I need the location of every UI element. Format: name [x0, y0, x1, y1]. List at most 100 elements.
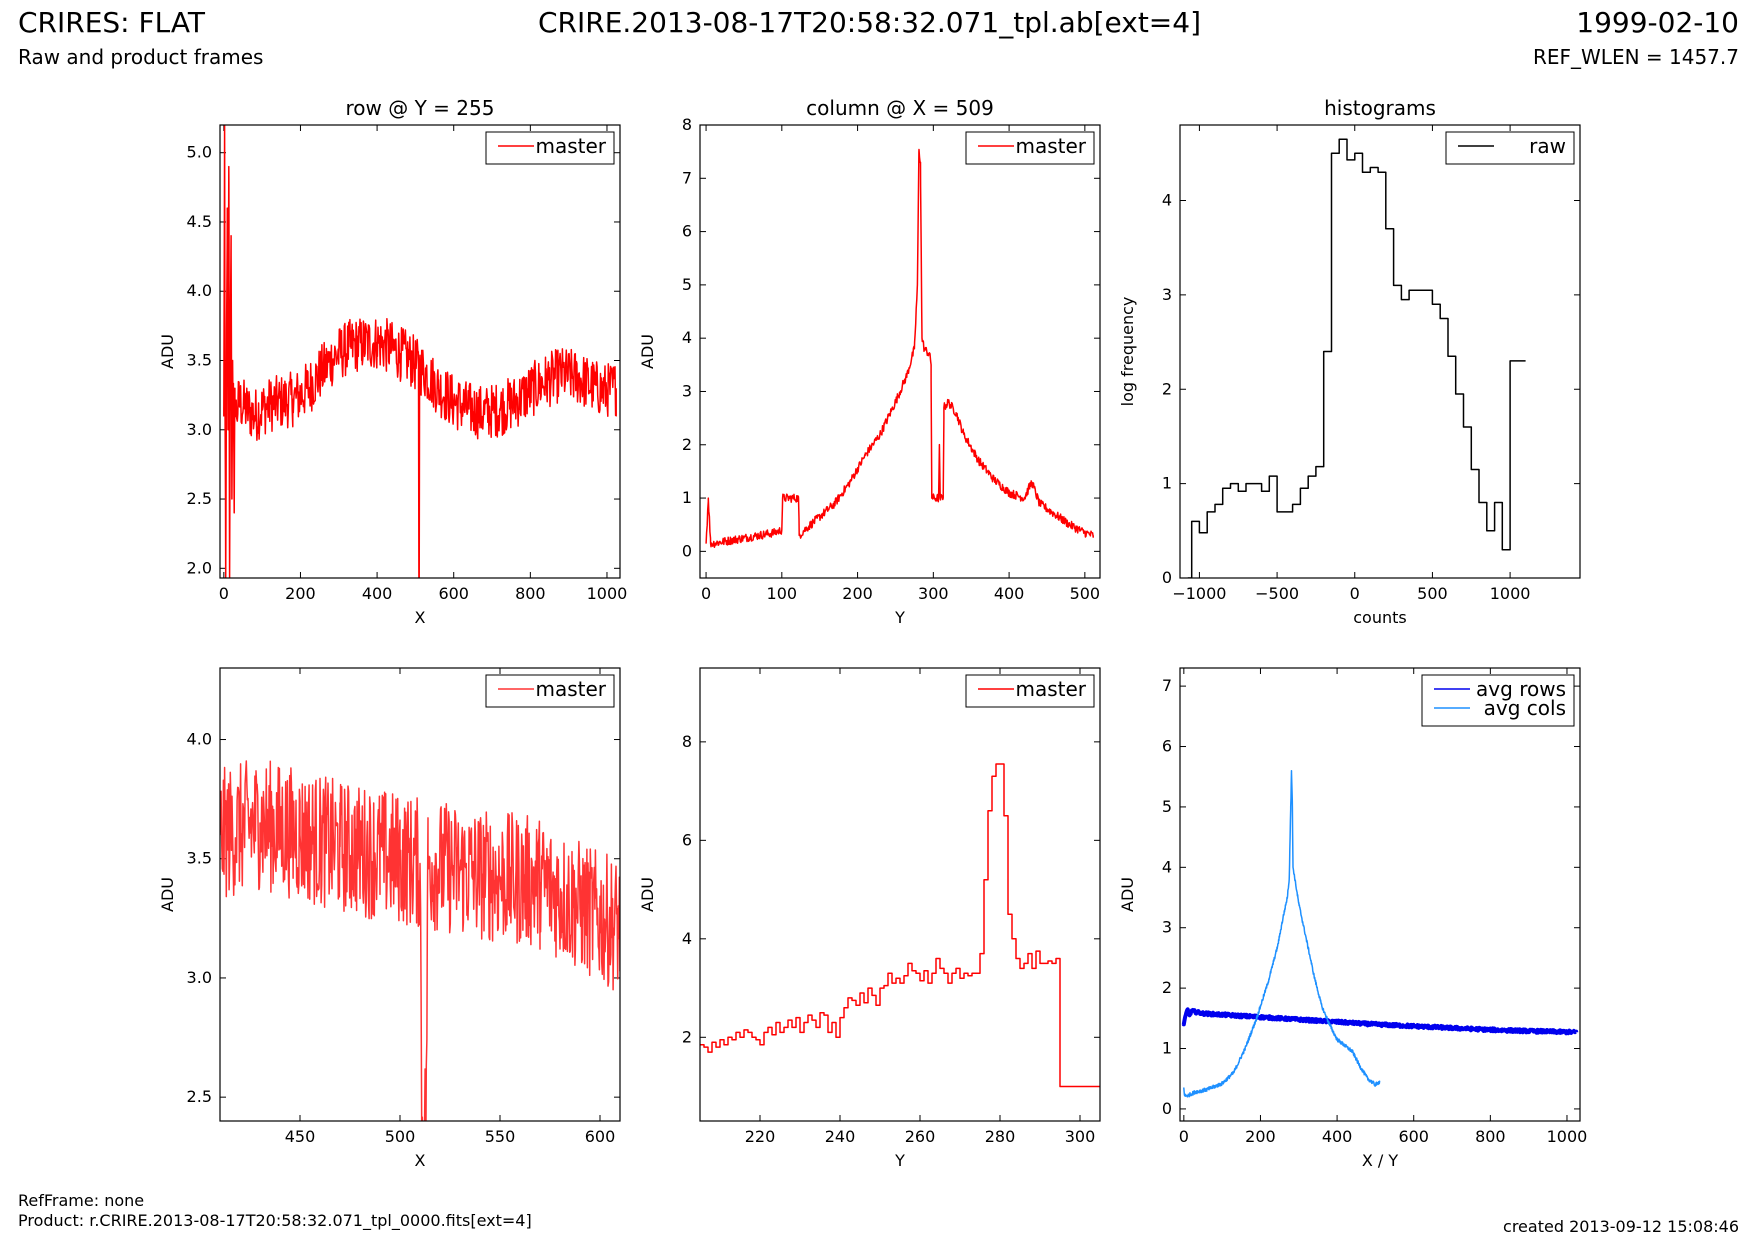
- series-line-master: [705, 148, 1094, 549]
- product-file: Product: r.CRIRE.2013-08-17T20:58:32.071…: [18, 1211, 532, 1230]
- legend-entry: master: [535, 134, 606, 158]
- plot-area: [1187, 138, 1526, 578]
- x-tick-label: −500: [1255, 584, 1299, 603]
- y-tick-label: 2.5: [187, 489, 212, 508]
- plot-area: [220, 760, 620, 1121]
- chart-row-zoom: 450 500 550 600 2.5 3.0 3.5 4.0 X ADU master: [158, 667, 621, 1170]
- x-tick-label: −1000: [1172, 584, 1226, 603]
- observation-date: 1999-02-10: [1576, 6, 1739, 39]
- legend-box: [965, 674, 1095, 708]
- y-axis-label: log frequency: [1118, 297, 1137, 407]
- legend: raw: [1445, 131, 1575, 165]
- legend: master: [965, 131, 1095, 165]
- legend-box: [485, 131, 615, 165]
- x-tick-label: 200: [842, 584, 873, 603]
- legend-box: [1445, 131, 1575, 165]
- legend-box: [965, 131, 1095, 165]
- report-title: CRIRES: FLAT: [18, 6, 205, 39]
- chart-averages: 0 200 400 600 800 1000 0 1 2 3 4 5 6 7 X / Y ADU avg row…: [1118, 667, 1587, 1170]
- x-tick-label: 400: [994, 584, 1025, 603]
- series-line-master: [220, 760, 620, 1121]
- created-timestamp: created 2013-09-12 15:08:46: [1503, 1217, 1739, 1236]
- y-axis-label: ADU: [1118, 877, 1137, 912]
- x-tick-label: 240: [825, 1127, 856, 1146]
- x-tick-label: 600: [585, 1127, 616, 1146]
- x-tick-label: 400: [1322, 1127, 1353, 1146]
- x-tick-label: 500: [385, 1127, 416, 1146]
- chart-column-zoom: 220 240 260 280 300 2 4 6 8 Y ADU master: [638, 667, 1101, 1170]
- x-axis-label: X / Y: [1362, 1151, 1399, 1170]
- ref-frame: RefFrame: none: [18, 1191, 145, 1210]
- y-tick-label: 3: [1162, 918, 1172, 937]
- x-tick-label: 800: [1475, 1127, 1506, 1146]
- y-tick-label: 7: [1162, 676, 1172, 695]
- y-tick-label: 0: [682, 541, 692, 560]
- y-tick-label: 8: [682, 732, 692, 751]
- x-tick-label: 100: [767, 584, 798, 603]
- y-tick-label: 4.0: [187, 281, 212, 300]
- y-tick-label: 6: [1162, 737, 1172, 756]
- x-tick-label: 300: [1065, 1127, 1096, 1146]
- y-tick-label: 3: [682, 381, 692, 400]
- legend: master: [485, 674, 615, 708]
- y-tick-label: 5.0: [187, 143, 212, 162]
- file-name: CRIRE.2013-08-17T20:58:32.071_tpl.ab[ext…: [538, 6, 1202, 39]
- x-axis-label: Y: [894, 1151, 905, 1170]
- legend-entry: avg rows: [1476, 677, 1566, 701]
- axes-frame: [699, 124, 1101, 579]
- series-line-master: [223, 125, 617, 578]
- y-tick-label: 5: [1162, 797, 1172, 816]
- x-tick-label: 500: [1070, 584, 1101, 603]
- x-tick-label: 300: [918, 584, 949, 603]
- x-tick-label: 1000: [1490, 584, 1531, 603]
- y-tick-label: 6: [682, 830, 692, 849]
- y-tick-label: 5: [682, 275, 692, 294]
- legend-box: [485, 674, 615, 708]
- x-tick-label: 0: [1179, 1127, 1189, 1146]
- axes-frame: [699, 667, 1101, 1122]
- axes-frame: [1179, 667, 1581, 1122]
- legend: master: [485, 131, 615, 165]
- legend-entry: avg cols: [1484, 696, 1566, 720]
- x-axis-label: X: [415, 608, 426, 627]
- x-tick-label: 260: [905, 1127, 936, 1146]
- series-line-raw: [1187, 138, 1526, 578]
- y-tick-label: 2: [1162, 379, 1172, 398]
- series-line-avg-cols: [1183, 769, 1381, 1098]
- y-axis-label: ADU: [158, 877, 177, 912]
- plot-area: [1181, 769, 1579, 1098]
- y-tick-label: 2: [682, 435, 692, 454]
- x-tick-label: 220: [745, 1127, 776, 1146]
- y-tick-label: 3.0: [187, 420, 212, 439]
- ref-wlen: REF_WLEN = 1457.7: [1532, 45, 1739, 69]
- y-tick-label: 4: [682, 929, 692, 948]
- chart-title: row @ Y = 255: [346, 96, 495, 120]
- legend-entry: master: [535, 677, 606, 701]
- y-tick-label: 4: [682, 328, 692, 347]
- y-tick-label: 1: [682, 488, 692, 507]
- x-tick-label: 0: [219, 584, 229, 603]
- y-tick-label: 3.5: [187, 351, 212, 370]
- plot-area: [700, 763, 1100, 1088]
- legend-entry: master: [1015, 677, 1086, 701]
- y-tick-label: 6: [682, 222, 692, 241]
- legend-box: [1421, 674, 1575, 727]
- y-axis-label: ADU: [158, 334, 177, 369]
- x-tick-label: 800: [515, 584, 546, 603]
- axes-frame: [219, 124, 621, 579]
- series-line-avg-rows: [1181, 1007, 1579, 1036]
- y-tick-label: 4.0: [187, 730, 212, 749]
- x-tick-label: 600: [438, 584, 469, 603]
- y-tick-label: 4: [1162, 857, 1172, 876]
- y-tick-label: 2: [1162, 978, 1172, 997]
- y-tick-label: 2.5: [187, 1087, 212, 1106]
- y-tick-label: 4: [1162, 191, 1172, 210]
- chart-row: 0 200 400 600 800 1000 2.0 2.5 3.0 3.5 4.0 4.5 5.0 ro…: [158, 96, 627, 627]
- x-tick-label: 200: [1245, 1127, 1276, 1146]
- legend-entry: raw: [1529, 134, 1566, 158]
- y-axis-label: ADU: [638, 877, 657, 912]
- y-tick-label: 0: [1162, 1099, 1172, 1118]
- y-tick-label: 8: [682, 115, 692, 134]
